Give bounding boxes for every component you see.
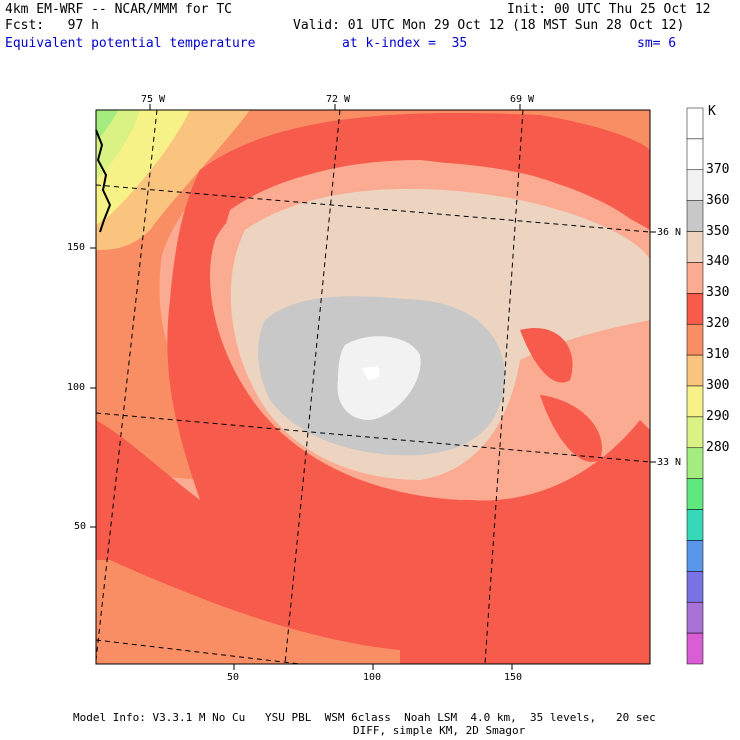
colorbar-swatch xyxy=(686,138,704,171)
colorbar-swatch xyxy=(686,509,704,541)
field-name: Equivalent potential temperature xyxy=(5,36,256,51)
colorbar-level-label: 310 xyxy=(706,347,730,363)
level-info: at k-index = 35 xyxy=(342,36,468,51)
colorbar-swatch xyxy=(686,323,704,356)
colorbar-swatch xyxy=(686,416,704,449)
colorbar-swatch xyxy=(686,571,704,603)
forecast-hour: Fcst: 97 h xyxy=(5,18,99,33)
graticule xyxy=(95,109,651,665)
coastline xyxy=(95,129,112,233)
y-tick-150: 150 xyxy=(67,242,86,253)
frame-ticks xyxy=(90,104,656,670)
colorbar-level-label: 360 xyxy=(706,192,730,208)
colorbar-swatch xyxy=(686,632,704,665)
model-info-2: DIFF, simple KM, 2D Smagor xyxy=(353,724,526,737)
lon-label-69w: 69 W xyxy=(510,94,535,105)
colorbar-swatch xyxy=(686,107,704,140)
lon-label-75w: 75 W xyxy=(141,94,166,105)
lon-label-72w: 72 W xyxy=(326,94,351,105)
lat-label-33n: 33 N xyxy=(657,457,682,468)
colorbar-level-label: 300 xyxy=(706,378,730,393)
colorbar-level-label: 340 xyxy=(706,254,730,270)
model-info: Model Info: V3.3.1 M No Cu YSU PBL WSM 6… xyxy=(73,711,656,724)
colorbar-level-label: 350 xyxy=(706,223,730,239)
colorbar-swatch xyxy=(686,293,704,325)
colorbar-swatch xyxy=(686,231,704,263)
colorbar-level-label: 330 xyxy=(706,285,730,301)
x-tick-100: 100 xyxy=(363,672,382,683)
colorbar-unit: K xyxy=(708,104,716,119)
colorbar-swatch xyxy=(686,262,704,294)
colorbar xyxy=(686,107,704,665)
colorbar-level-label: 370 xyxy=(706,161,730,177)
colorbar-swatch xyxy=(686,478,704,510)
valid-time: Valid: 01 UTC Mon 29 Oct 12 (18 MST Sun … xyxy=(293,18,685,33)
colorbar-level-label: 280 xyxy=(706,439,730,455)
colorbar-swatch xyxy=(686,200,704,232)
x-tick-50: 50 xyxy=(227,672,240,683)
colorbar-swatch xyxy=(686,385,704,418)
y-tick-50: 50 xyxy=(74,521,87,532)
lat-label-36n: 36 N xyxy=(657,227,682,238)
y-tick-100: 100 xyxy=(67,382,86,393)
colorbar-swatch xyxy=(686,540,704,572)
colorbar-level-label: 290 xyxy=(706,408,730,424)
smoothing-info: sm= 6 xyxy=(637,36,677,51)
colorbar-swatch xyxy=(686,601,704,634)
colorbar-swatch xyxy=(686,447,704,479)
colorbar-swatch xyxy=(686,354,704,387)
model-title: 4km EM-WRF -- NCAR/MMM for TC xyxy=(5,2,232,17)
colorbar-level-label: 320 xyxy=(706,316,730,332)
contour-field xyxy=(96,110,650,664)
x-tick-150: 150 xyxy=(504,672,523,683)
colorbar-swatch xyxy=(686,169,704,201)
init-time: Init: 00 UTC Thu 25 Oct 12 xyxy=(507,2,711,17)
